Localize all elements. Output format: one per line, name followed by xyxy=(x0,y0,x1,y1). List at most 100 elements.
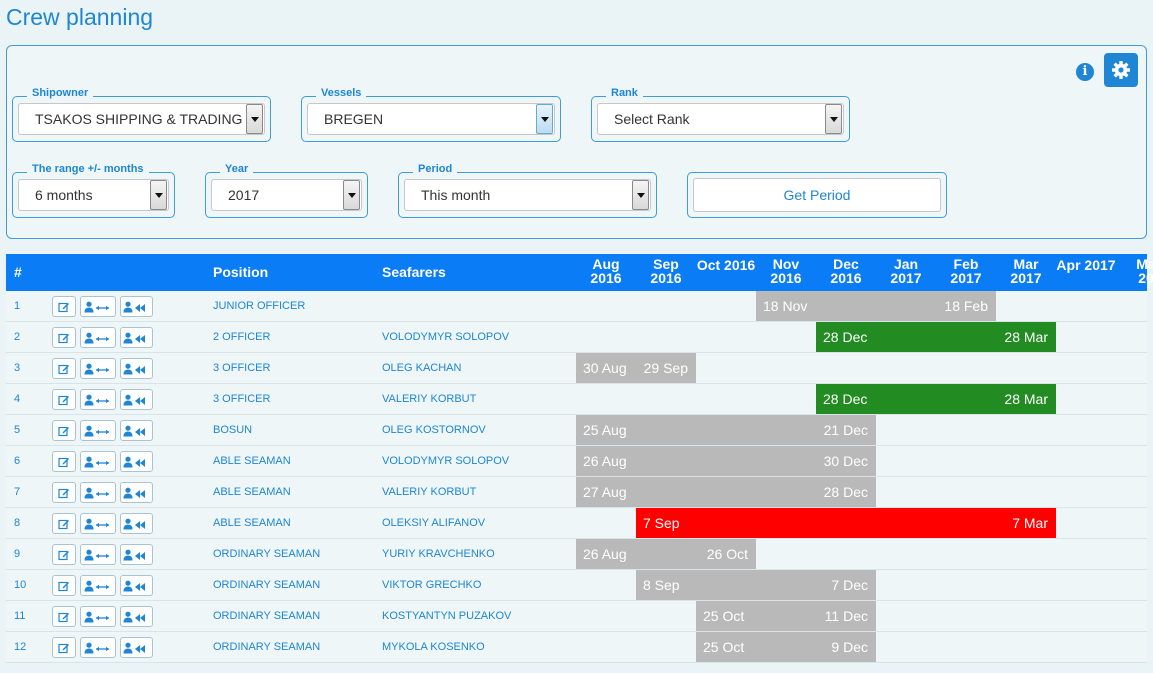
row-actions xyxy=(52,544,153,565)
period-select[interactable]: This month xyxy=(404,179,651,211)
row-seafarer[interactable]: YURIY KRAVCHENKO xyxy=(382,548,495,560)
edit-button[interactable] xyxy=(52,575,76,596)
crew-history-button[interactable] xyxy=(120,420,153,441)
row-position[interactable]: BOSUN xyxy=(213,424,253,436)
assignment-bar[interactable]: 18 Nov 18 Feb xyxy=(756,291,996,321)
crew-history-button[interactable] xyxy=(120,296,153,317)
row-position[interactable]: 3 OFFICER xyxy=(213,362,271,374)
info-icon[interactable]: i xyxy=(1076,63,1094,81)
crew-history-button[interactable] xyxy=(120,389,153,410)
edit-icon xyxy=(58,425,70,437)
get-period-button[interactable]: Get Period xyxy=(693,178,941,212)
edit-button[interactable] xyxy=(52,389,76,410)
user-rewind-icon xyxy=(123,549,151,561)
swap-crew-button[interactable] xyxy=(80,482,116,503)
row-seafarer[interactable]: OLEKSIY ALIFANOV xyxy=(382,517,486,529)
vessels-select[interactable]: BREGEN xyxy=(307,103,555,135)
rank-select[interactable]: Select Rank xyxy=(597,103,844,135)
row-position[interactable]: JUNIOR OFFICER xyxy=(213,300,306,312)
swap-crew-button[interactable] xyxy=(80,513,116,534)
month-header-line2: 2017 xyxy=(1010,270,1042,286)
swap-crew-button[interactable] xyxy=(80,575,116,596)
edit-button[interactable] xyxy=(52,513,76,534)
assignment-bar[interactable]: 27 Aug 28 Dec xyxy=(576,477,876,507)
range-select[interactable]: 6 months xyxy=(18,179,169,211)
crew-history-button[interactable] xyxy=(120,327,153,348)
edit-button[interactable] xyxy=(52,637,76,658)
edit-button[interactable] xyxy=(52,358,76,379)
crew-history-button[interactable] xyxy=(120,451,153,472)
crew-history-button[interactable] xyxy=(120,482,153,503)
edit-button[interactable] xyxy=(52,327,76,348)
assignment-bar[interactable]: 25 Aug 21 Dec xyxy=(576,415,876,445)
crew-history-button[interactable] xyxy=(120,637,153,658)
assignment-bar[interactable]: 26 Aug 30 Dec xyxy=(576,446,876,476)
assignment-bar[interactable]: 25 Oct 11 Dec xyxy=(696,601,876,631)
swap-crew-button[interactable] xyxy=(80,544,116,565)
row-position[interactable]: ABLE SEAMAN xyxy=(213,517,291,529)
swap-crew-button[interactable] xyxy=(80,451,116,472)
chevron-down-icon[interactable] xyxy=(536,104,553,134)
row-position[interactable]: 2 OFFICER xyxy=(213,331,271,343)
swap-crew-button[interactable] xyxy=(80,296,116,317)
row-position[interactable]: ORDINARY SEAMAN xyxy=(213,641,321,653)
vessels-label: Vessels xyxy=(316,87,367,99)
table-row: 8 ABLE SEAMAN OLEKSIY ALIFANOV 7 Sep 7 Mar xyxy=(6,508,1147,539)
row-seafarer[interactable]: VIKTOR GRECHKO xyxy=(382,579,482,591)
edit-button[interactable] xyxy=(52,544,76,565)
month-header-line2: 2017 xyxy=(950,270,982,286)
assignment-bar[interactable]: 28 Dec 28 Mar xyxy=(816,384,1056,414)
assignment-bar[interactable]: 8 Sep 7 Dec xyxy=(636,570,876,600)
edit-icon xyxy=(58,487,70,499)
row-position[interactable]: ABLE SEAMAN xyxy=(213,455,291,467)
row-seafarer[interactable]: VALERIY KORBUT xyxy=(382,393,477,405)
swap-crew-button[interactable] xyxy=(80,389,116,410)
bar-start-date: 28 Dec xyxy=(823,391,868,407)
row-position[interactable]: ORDINARY SEAMAN xyxy=(213,579,321,591)
edit-button[interactable] xyxy=(52,482,76,503)
shipowner-select[interactable]: TSAKOS SHIPPING & TRADING xyxy=(18,103,265,135)
assignment-bar[interactable]: 26 Aug 26 Oct xyxy=(576,539,756,569)
assignment-bar[interactable]: 25 Oct 9 Dec xyxy=(696,632,876,662)
crew-history-button[interactable] xyxy=(120,606,153,627)
row-position[interactable]: 3 OFFICER xyxy=(213,393,271,405)
assignment-bar[interactable]: 7 Sep 7 Mar xyxy=(636,508,1056,538)
chevron-down-icon[interactable] xyxy=(150,180,167,210)
row-seafarer[interactable]: OLEG KACHAN xyxy=(382,362,462,374)
table-row: 11 ORDINARY SEAMAN KOSTYANTYN PUZAKOV 25 Oc… xyxy=(6,601,1147,632)
crew-history-button[interactable] xyxy=(120,544,153,565)
edit-icon xyxy=(58,332,70,344)
chevron-down-icon[interactable] xyxy=(343,180,360,210)
edit-button[interactable] xyxy=(52,451,76,472)
row-seafarer[interactable]: VALERIY KORBUT xyxy=(382,486,477,498)
swap-crew-button[interactable] xyxy=(80,637,116,658)
row-seafarer[interactable]: VOLODYMYR SOLOPOV xyxy=(382,455,510,467)
chevron-down-icon[interactable] xyxy=(825,104,842,134)
swap-crew-button[interactable] xyxy=(80,420,116,441)
swap-crew-button[interactable] xyxy=(80,327,116,348)
row-position[interactable]: ORDINARY SEAMAN xyxy=(213,610,321,622)
edit-button[interactable] xyxy=(52,606,76,627)
row-number: 3 xyxy=(14,362,21,374)
chevron-down-icon[interactable] xyxy=(246,104,263,134)
crew-history-button[interactable] xyxy=(120,358,153,379)
assignment-bar[interactable]: 28 Dec 28 Mar xyxy=(816,322,1056,352)
row-position[interactable]: ABLE SEAMAN xyxy=(213,486,291,498)
swap-crew-button[interactable] xyxy=(80,606,116,627)
year-select[interactable]: 2017 xyxy=(211,179,362,211)
user-rewind-icon xyxy=(123,642,151,654)
row-position[interactable]: ORDINARY SEAMAN xyxy=(213,548,321,560)
crew-history-button[interactable] xyxy=(120,575,153,596)
crew-history-button[interactable] xyxy=(120,513,153,534)
chevron-down-icon[interactable] xyxy=(632,180,649,210)
assignment-bar[interactable]: 30 Aug 29 Sep xyxy=(576,353,696,383)
edit-button[interactable] xyxy=(52,296,76,317)
row-seafarer[interactable]: OLEG KOSTORNOV xyxy=(382,424,486,436)
row-seafarer[interactable]: VOLODYMYR SOLOPOV xyxy=(382,331,510,343)
swap-crew-button[interactable] xyxy=(80,358,116,379)
row-seafarer[interactable]: KOSTYANTYN PUZAKOV xyxy=(382,610,512,622)
edit-button[interactable] xyxy=(52,420,76,441)
settings-button[interactable] xyxy=(1104,53,1138,87)
row-seafarer[interactable]: MYKOLA KOSENKO xyxy=(382,641,485,653)
row-number: 2 xyxy=(14,331,21,343)
